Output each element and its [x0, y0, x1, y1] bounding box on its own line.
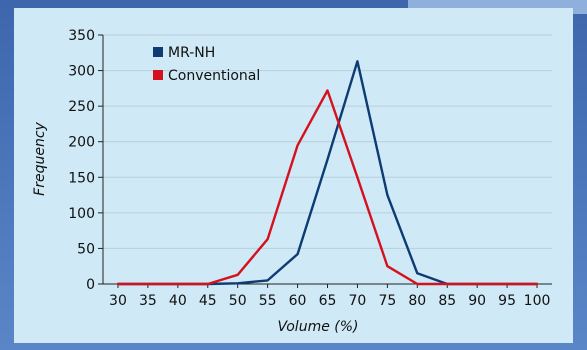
- x-tick-label-30: 30: [109, 293, 127, 309]
- y-tick-label-350: 350: [68, 28, 95, 44]
- legend-swatch-conventional: [153, 70, 163, 80]
- x-tick-label-75: 75: [378, 293, 396, 309]
- y-tick-label-150: 150: [68, 170, 95, 186]
- legend-swatch-mr-nh: [153, 47, 163, 57]
- y-tick-label-250: 250: [68, 99, 95, 115]
- y-tick-label-100: 100: [68, 206, 95, 222]
- x-tick-label-45: 45: [199, 293, 217, 309]
- x-tick-label-35: 35: [139, 293, 157, 309]
- legend-label-conventional: Conventional: [168, 68, 260, 84]
- x-tick-label-55: 55: [259, 293, 277, 309]
- x-tick-label-90: 90: [468, 293, 486, 309]
- y-tick-label-0: 0: [86, 277, 95, 293]
- x-axis-label: Volume (%): [277, 319, 358, 335]
- y-axis: 0 50 100 150 200 250 300 350: [68, 28, 104, 293]
- series-line-conventional: [116, 89, 539, 286]
- y-tick-label-50: 50: [77, 241, 95, 257]
- x-axis: 30 35 40 45 50 55 60 65 70 75 80 85 90 95 100: [103, 283, 552, 309]
- series-lines: [116, 60, 539, 286]
- x-tick-label-85: 85: [438, 293, 456, 309]
- x-tick-label-50: 50: [229, 293, 247, 309]
- x-tick-label-100: 100: [524, 293, 551, 309]
- x-tick-label-60: 60: [289, 293, 307, 309]
- legend-label-mr-nh: MR-NH: [168, 45, 215, 61]
- y-axis-label: Frequency: [32, 121, 48, 195]
- x-tick-label-80: 80: [408, 293, 426, 309]
- x-tick-label-95: 95: [498, 293, 516, 309]
- x-tick-label-65: 65: [319, 293, 337, 309]
- y-tick-label-300: 300: [68, 64, 95, 80]
- x-tick-label-40: 40: [169, 293, 187, 309]
- y-tick-label-200: 200: [68, 135, 95, 151]
- x-tick-label-70: 70: [349, 293, 367, 309]
- legend: MR-NH Conventional: [153, 45, 260, 84]
